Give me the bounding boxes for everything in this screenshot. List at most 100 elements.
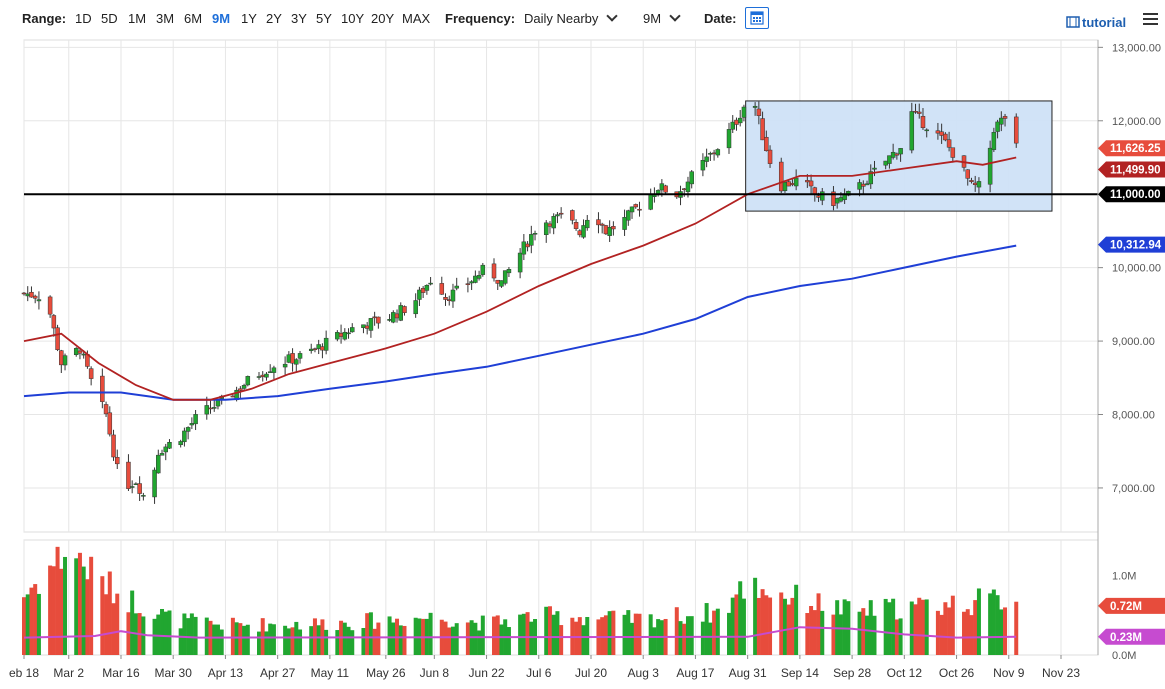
volume-bar bbox=[831, 614, 836, 655]
range-button-1y[interactable]: 1Y bbox=[241, 11, 257, 26]
candle bbox=[573, 219, 579, 231]
candle bbox=[760, 111, 765, 141]
x-tick-label: May 11 bbox=[311, 666, 350, 680]
volume-bar bbox=[894, 619, 899, 655]
volume-bar bbox=[33, 584, 38, 655]
tutorial-link[interactable]: tutorial bbox=[1066, 15, 1126, 30]
candle bbox=[525, 241, 530, 252]
candle bbox=[241, 383, 247, 392]
x-tick-label: Sep 14 bbox=[781, 666, 819, 680]
volume-bar bbox=[368, 612, 373, 655]
price-tag: 0.72M bbox=[1098, 597, 1165, 614]
period-dropdown[interactable]: 9M bbox=[643, 10, 681, 26]
candle bbox=[271, 365, 277, 380]
range-button-9m[interactable]: 9M bbox=[212, 11, 231, 26]
volume-bar bbox=[193, 616, 198, 655]
volume-bar bbox=[630, 622, 635, 655]
candle bbox=[655, 189, 661, 197]
x-tick-label: Mar 2 bbox=[53, 666, 84, 680]
candle bbox=[629, 206, 635, 219]
volume-bar bbox=[887, 602, 892, 655]
svg-text:0.23M: 0.23M bbox=[1110, 632, 1142, 644]
x-tick-label: Sep 28 bbox=[833, 666, 871, 680]
range-button-5y[interactable]: 5Y bbox=[316, 11, 332, 26]
x-tick-label: Jun 22 bbox=[469, 666, 505, 680]
candle bbox=[681, 187, 687, 197]
x-tick-label: Mar 30 bbox=[155, 666, 193, 680]
candle bbox=[857, 179, 862, 197]
range-button-1m[interactable]: 1M bbox=[128, 11, 147, 26]
candle bbox=[831, 186, 836, 211]
range-button-max[interactable]: MAX bbox=[402, 11, 431, 26]
volume-bar bbox=[424, 618, 429, 655]
volume-bar bbox=[794, 584, 799, 655]
volume-bar bbox=[712, 610, 717, 655]
candle bbox=[376, 316, 381, 329]
range-button-1d[interactable]: 1D bbox=[75, 11, 92, 26]
volume-bar bbox=[835, 600, 840, 655]
range-button-6m[interactable]: 6M bbox=[184, 11, 203, 26]
range-button-3y[interactable]: 3Y bbox=[291, 11, 307, 26]
volume-bar bbox=[402, 625, 407, 655]
range-button-20y[interactable]: 20Y bbox=[371, 11, 395, 26]
candle bbox=[887, 155, 892, 169]
candle bbox=[764, 130, 769, 152]
range-button-10y[interactable]: 10Y bbox=[341, 11, 365, 26]
calendar-icon[interactable] bbox=[745, 7, 769, 29]
candle bbox=[1013, 113, 1019, 148]
volume-tick-label: 1.0M bbox=[1112, 571, 1136, 583]
range-button-3m[interactable]: 3M bbox=[156, 11, 175, 26]
volume-bar bbox=[77, 552, 82, 655]
candle bbox=[603, 224, 609, 235]
volume-bar bbox=[891, 598, 896, 655]
volume-bar bbox=[544, 606, 549, 655]
y-tick-label: 13,000.00 bbox=[1112, 42, 1161, 54]
volume-bar bbox=[63, 556, 68, 655]
candle bbox=[387, 314, 392, 322]
volume-bar bbox=[454, 623, 459, 655]
volume-bar bbox=[503, 619, 508, 655]
frequency-dropdown[interactable]: Daily Nearby bbox=[524, 10, 619, 26]
volume-bar bbox=[857, 611, 862, 655]
candle bbox=[346, 328, 351, 339]
candle bbox=[838, 192, 844, 203]
volume-bar bbox=[965, 609, 970, 655]
volume-bar bbox=[846, 601, 851, 655]
volume-bar bbox=[133, 613, 138, 655]
volume-bar bbox=[85, 579, 90, 655]
volume-bar bbox=[674, 607, 679, 655]
x-tick-label: Oct 26 bbox=[939, 666, 975, 680]
hamburger-menu-icon[interactable] bbox=[1143, 13, 1158, 28]
candle bbox=[555, 212, 560, 224]
candle bbox=[100, 368, 105, 409]
range-button-2y[interactable]: 2Y bbox=[266, 11, 282, 26]
candle bbox=[59, 349, 64, 374]
candle bbox=[995, 119, 1000, 139]
grid bbox=[23, 39, 1099, 656]
candle bbox=[596, 212, 601, 234]
volume-bar bbox=[626, 610, 631, 655]
y-tick-label: 9,000.00 bbox=[1112, 336, 1155, 348]
volume-bar bbox=[126, 612, 131, 655]
volume-bar bbox=[320, 619, 325, 655]
candle bbox=[238, 386, 243, 399]
candle bbox=[834, 197, 840, 209]
candle bbox=[700, 153, 706, 177]
volume-bar bbox=[976, 588, 981, 655]
candle bbox=[152, 467, 157, 504]
volume-bar bbox=[995, 595, 1000, 655]
candle bbox=[85, 350, 90, 369]
range-rectangle[interactable] bbox=[745, 100, 1053, 212]
candle bbox=[648, 188, 653, 211]
candle bbox=[51, 313, 57, 337]
volume-bar bbox=[204, 617, 209, 655]
volume-bar bbox=[816, 593, 821, 655]
volume-bar bbox=[271, 624, 276, 655]
volume-bar bbox=[764, 595, 769, 655]
range-button-5d[interactable]: 5D bbox=[101, 11, 118, 26]
candle bbox=[842, 188, 847, 205]
volume-bar bbox=[156, 614, 161, 655]
frequency-label: Frequency: bbox=[445, 11, 516, 26]
volume-bar bbox=[189, 613, 194, 655]
